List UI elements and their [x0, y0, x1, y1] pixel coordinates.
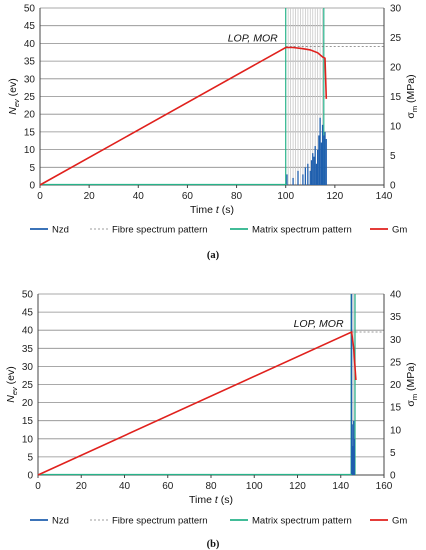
left-y-tick-label: 35 — [24, 57, 36, 68]
gm-stress-curve — [37, 330, 357, 476]
legend-label: Nzd — [52, 225, 69, 236]
y-label-unit: (ev) — [5, 366, 17, 387]
legend-label: Fibre spectrum pattern — [112, 516, 208, 527]
x-tick-label: 80 — [231, 191, 243, 202]
x-axis-label: Time t (s) — [190, 204, 234, 216]
x-axis-label: Time t (s) — [189, 494, 233, 506]
x-tick-label: 40 — [119, 481, 131, 492]
left-y-tick-label: 30 — [24, 74, 36, 85]
left-y-tick-label: 0 — [29, 181, 35, 192]
left-y-tick-label: 10 — [24, 145, 36, 156]
legend-label: Matrix spectrum pattern — [252, 516, 352, 527]
right-y-tick-label: 5 — [390, 151, 396, 162]
x-axis-label-var: t — [215, 494, 219, 506]
right-y-tick-label: 15 — [390, 403, 402, 414]
right-y-tick-label: 35 — [390, 312, 402, 323]
left-y-tick-label: 40 — [24, 39, 36, 50]
x-tick-label: 160 — [376, 481, 393, 492]
left-y-tick-label: 25 — [22, 380, 34, 391]
left-y-tick-label: 50 — [24, 4, 36, 15]
left-y-tick-label: 5 — [27, 452, 33, 463]
left-y-axis-label: Nev (ev) — [7, 78, 21, 115]
x-tick-label: 100 — [277, 191, 294, 202]
left-y-tick-label: 20 — [22, 398, 34, 409]
left-y-tick-label: 40 — [22, 326, 34, 337]
left-y-tick-label: 45 — [22, 308, 34, 319]
x-tick-label: 80 — [205, 481, 217, 492]
left-y-tick-label: 25 — [24, 92, 36, 103]
x-tick-label: 40 — [133, 191, 145, 202]
right-y-tick-label: 15 — [390, 92, 402, 103]
x-tick-label: 140 — [332, 481, 349, 492]
x-tick-label: 60 — [162, 481, 174, 492]
right-y-tick-label: 10 — [390, 425, 402, 436]
lop-mor-annotation: LOP, MOR — [228, 32, 278, 44]
x-tick-label: 20 — [76, 481, 88, 492]
x-tick-label: 100 — [246, 481, 263, 492]
x-tick-label: 60 — [182, 191, 194, 202]
legend-label: Gm — [392, 225, 407, 236]
left-y-tick-label: 5 — [29, 163, 35, 174]
left-y-tick-label: 0 — [27, 471, 33, 482]
y-label-symbol: N — [7, 107, 19, 115]
y-label-symbol: N — [5, 395, 17, 403]
x-tick-label: 0 — [37, 191, 43, 202]
right-y-tick-label: 30 — [390, 335, 402, 346]
left-y-tick-label: 20 — [24, 110, 36, 121]
left-y-tick-label: 15 — [22, 416, 34, 427]
legend-label: Gm — [392, 516, 407, 527]
x-tick-label: 140 — [376, 191, 393, 202]
right-y-tick-label: 30 — [390, 4, 402, 15]
x-tick-label: 0 — [35, 481, 41, 492]
legend-label: Matrix spectrum pattern — [252, 225, 352, 236]
sigma-unit: (MPa) — [405, 74, 417, 106]
sigma-subscript: m — [410, 394, 419, 400]
right-y-tick-label: 0 — [390, 471, 396, 482]
lop-mor-annotation: LOP, MOR — [294, 318, 344, 330]
left-y-tick-label: 30 — [22, 362, 34, 373]
sigma-subscript: m — [410, 106, 419, 112]
left-y-tick-label: 15 — [24, 127, 36, 138]
left-y-tick-label: 50 — [22, 290, 34, 301]
y-label-subscript: ev — [12, 98, 21, 107]
x-tick-label: 120 — [327, 191, 344, 202]
x-tick-label: 20 — [84, 191, 96, 202]
x-tick-label: 120 — [289, 481, 306, 492]
y-label-unit: (ev) — [7, 78, 19, 99]
sigma-symbol: σ — [405, 400, 417, 407]
x-axis-label-var: t — [216, 204, 220, 216]
panel-caption: (b) — [207, 539, 220, 550]
left-y-tick-label: 45 — [24, 21, 36, 32]
sigma-symbol: σ — [405, 112, 417, 119]
y-label-subscript: ev — [10, 386, 19, 395]
right-y-tick-label: 20 — [390, 63, 402, 74]
right-y-axis-label: σm (MPa) — [405, 362, 419, 406]
legend-label: Nzd — [52, 516, 69, 527]
right-y-tick-label: 20 — [390, 380, 402, 391]
panel-caption: (a) — [207, 250, 220, 261]
right-y-tick-label: 40 — [390, 290, 402, 301]
right-y-axis-label: σm (MPa) — [405, 74, 419, 118]
left-y-tick-label: 35 — [22, 344, 34, 355]
legend-label: Fibre spectrum pattern — [112, 225, 208, 236]
sigma-unit: (MPa) — [405, 362, 417, 394]
left-y-axis-label: Nev (ev) — [5, 366, 19, 403]
right-y-tick-label: 10 — [390, 122, 402, 133]
right-y-tick-label: 25 — [390, 33, 402, 44]
left-y-tick-label: 10 — [22, 434, 34, 445]
right-y-tick-label: 25 — [390, 357, 402, 368]
gm-stress-curve — [39, 46, 328, 186]
right-y-tick-label: 0 — [390, 181, 396, 192]
right-y-tick-label: 5 — [390, 448, 396, 459]
